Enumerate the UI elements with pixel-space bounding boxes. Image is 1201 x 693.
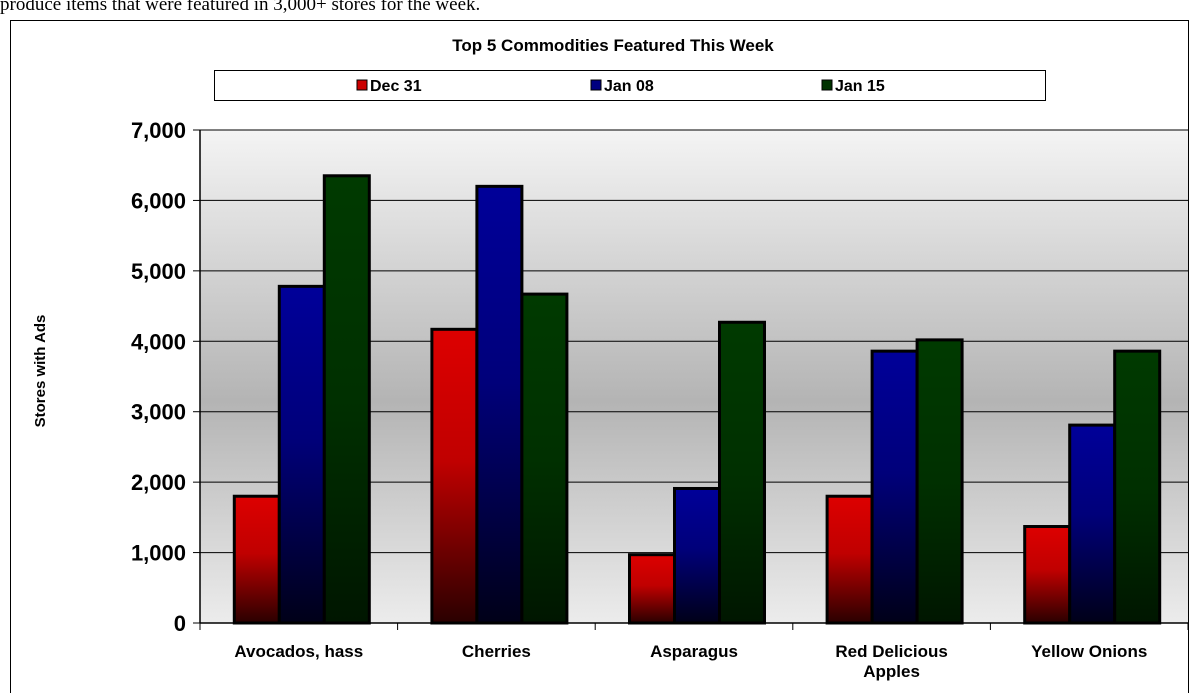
legend: Dec 31 Jan 08 Jan 15	[215, 71, 1046, 101]
y-tick-label: 7,000	[131, 118, 186, 143]
legend-label: Dec 31	[370, 78, 422, 95]
x-tick-label: Cherries	[462, 642, 531, 661]
bar-jan-08-0	[279, 286, 324, 623]
bar-dec-31-1	[432, 329, 477, 623]
x-tick-label: Yellow Onions	[1031, 642, 1147, 661]
legend-swatch	[822, 80, 832, 90]
y-tick-label: 0	[174, 611, 186, 636]
y-tick-label: 2,000	[131, 470, 186, 495]
x-tick-label: Asparagus	[650, 642, 738, 661]
legend-label: Jan 08	[604, 78, 654, 95]
bar-jan-08-3	[872, 351, 917, 623]
legend-label: Jan 15	[835, 78, 885, 95]
bar-jan-08-2	[675, 488, 720, 623]
bar-dec-31-4	[1025, 527, 1070, 623]
y-tick-label: 6,000	[131, 188, 186, 213]
y-tick-label: 5,000	[131, 259, 186, 284]
chart-title: Top 5 Commodities Featured This Week	[452, 36, 774, 55]
bar-jan-15-3	[917, 340, 962, 623]
bar-jan-15-0	[324, 176, 369, 623]
bar-jan-15-2	[720, 322, 765, 623]
y-tick-label: 3,000	[131, 400, 186, 425]
bar-jan-08-4	[1070, 425, 1115, 623]
x-tick-label: Apples	[863, 662, 920, 681]
bar-dec-31-2	[630, 555, 675, 623]
x-tick-label: Red Delicious	[835, 642, 947, 661]
legend-swatch	[591, 80, 601, 90]
x-tick-label: Avocados, hass	[234, 642, 363, 661]
bar-jan-15-1	[522, 294, 567, 623]
y-axis-label: Stores with Ads	[32, 315, 49, 428]
bar-jan-08-1	[477, 186, 522, 623]
y-tick-label: 4,000	[131, 329, 186, 354]
y-tick-label: 1,000	[131, 541, 186, 566]
legend-swatch	[357, 80, 367, 90]
bar-dec-31-3	[827, 496, 872, 623]
bar-jan-15-4	[1115, 351, 1160, 623]
bar-dec-31-0	[234, 496, 279, 623]
